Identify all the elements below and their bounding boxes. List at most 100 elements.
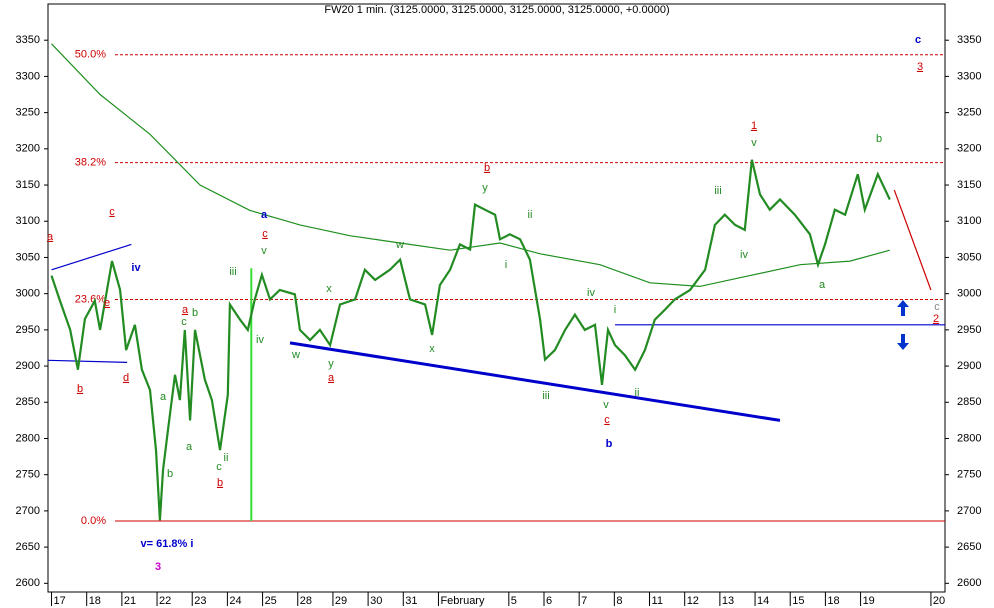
y-tick-label: 3000 (16, 288, 40, 300)
x-tick-label: 31 (405, 595, 417, 607)
wave-label: a (47, 231, 54, 243)
wave-label: e (104, 297, 110, 309)
y-tick-label: 2650 (16, 541, 40, 553)
x-tick-label: 17 (54, 595, 66, 607)
x-tick-label: 29 (335, 595, 347, 607)
wave-label: i (614, 304, 616, 316)
y-tick-label: 2900 (16, 360, 40, 372)
chart-title: FW20 1 min. (3125.0000, 3125.0000, 3125.… (324, 4, 669, 16)
y-tick-label-right: 2850 (957, 396, 981, 408)
wave-label: b (217, 477, 223, 489)
wave-label: iii (229, 266, 236, 278)
wave-label: w (395, 239, 404, 251)
y-tick-label: 2600 (16, 577, 40, 589)
wave-label: x (429, 343, 435, 355)
plot-frame (47, 3, 946, 593)
wave-label: b (192, 307, 198, 319)
fib-label: 0.0% (81, 515, 106, 527)
x-tick-label: 8 (616, 595, 622, 607)
wave-label: b (606, 438, 613, 450)
wave-label: v (603, 399, 609, 411)
wave-label: iv (256, 334, 264, 346)
y-tick-label-right: 3100 (957, 215, 981, 227)
y-tick-label-right: 2600 (957, 577, 981, 589)
y-tick-label-right: 3250 (957, 107, 981, 119)
trendline (47, 359, 128, 363)
wave-label: b (876, 133, 882, 145)
x-tick-label: 21 (124, 595, 136, 607)
wave-label: ii (528, 209, 533, 221)
trendline (51, 243, 132, 271)
y-tick-label-right: 3150 (957, 179, 981, 191)
wave-label: v= 61.8% i (141, 538, 194, 550)
wave-label: a (160, 391, 167, 403)
y-tick-label: 3300 (16, 70, 40, 82)
fib-label: 50.0% (75, 49, 106, 61)
x-tick-label: 18 (89, 595, 101, 607)
wave-label: b (77, 383, 83, 395)
wave-label: x (326, 283, 332, 295)
x-tick-label: 19 (863, 595, 875, 607)
y-tick-label-right: 2750 (957, 469, 981, 481)
down-arrow (897, 334, 909, 350)
wave-label: c (216, 461, 222, 473)
price-line (50, 159, 891, 521)
wave-label: a (819, 279, 826, 291)
fib-label: 23.6% (75, 293, 106, 305)
x-tick-label: 18 (827, 595, 839, 607)
y-tick-label-right: 3050 (957, 251, 981, 263)
wave-label: iv (131, 262, 141, 274)
wave-label: 2 (933, 313, 939, 325)
wave-label: a (261, 209, 268, 221)
y-tick-label-right: 2650 (957, 541, 981, 553)
x-tick-label: 24 (229, 595, 241, 607)
y-tick-label: 2800 (16, 432, 40, 444)
trendline (893, 189, 932, 291)
wave-label: v (261, 245, 267, 257)
y-tick-label: 3150 (16, 179, 40, 191)
x-tick-label: 23 (194, 595, 206, 607)
x-tick-label: 13 (722, 595, 734, 607)
y-tick-label-right: 3350 (957, 34, 981, 46)
y-tick-label-right: 2800 (957, 432, 981, 444)
y-tick-label-right: 2700 (957, 505, 981, 517)
wave-label: iii (542, 390, 549, 402)
wave-label: iii (714, 185, 721, 197)
y-tick-label: 2850 (16, 396, 40, 408)
trendline (289, 341, 781, 422)
x-tick-label: 30 (370, 595, 382, 607)
y-tick-label-right: 2950 (957, 324, 981, 336)
wave-label: iv (740, 249, 748, 261)
y-tick-label: 3100 (16, 215, 40, 227)
wave-label: y (482, 182, 488, 194)
y-tick-label: 3200 (16, 143, 40, 155)
wave-label: 1 (751, 120, 757, 132)
fib-label: 38.2% (75, 156, 106, 168)
wave-label: ii (635, 387, 640, 399)
wave-label: y (328, 358, 334, 370)
y-tick-label: 3350 (16, 34, 40, 46)
wave-label: v (751, 137, 757, 149)
wave-label: c (109, 206, 115, 218)
x-tick-label: 22 (159, 595, 171, 607)
y-tick-label-right: 3300 (957, 70, 981, 82)
wave-label: a (328, 372, 335, 384)
wave-label: ii (224, 452, 229, 464)
y-tick-label: 2700 (16, 505, 40, 517)
x-tick-label: February (440, 595, 485, 607)
wave-label: c (934, 301, 940, 313)
wave-label: 3 (917, 61, 923, 73)
y-tick-label: 2750 (16, 469, 40, 481)
x-tick-label: 7 (581, 595, 587, 607)
x-tick-label: 25 (265, 595, 277, 607)
wave-label: c (181, 316, 187, 328)
y-tick-label-right: 3000 (957, 288, 981, 300)
x-tick-label: 15 (792, 595, 804, 607)
y-tick-label-right: 3200 (957, 143, 981, 155)
moving-average (51, 43, 890, 288)
y-tick-label: 2950 (16, 324, 40, 336)
up-arrow (897, 300, 909, 316)
x-tick-label: 20 (933, 595, 945, 607)
wave-label: c (262, 228, 268, 240)
